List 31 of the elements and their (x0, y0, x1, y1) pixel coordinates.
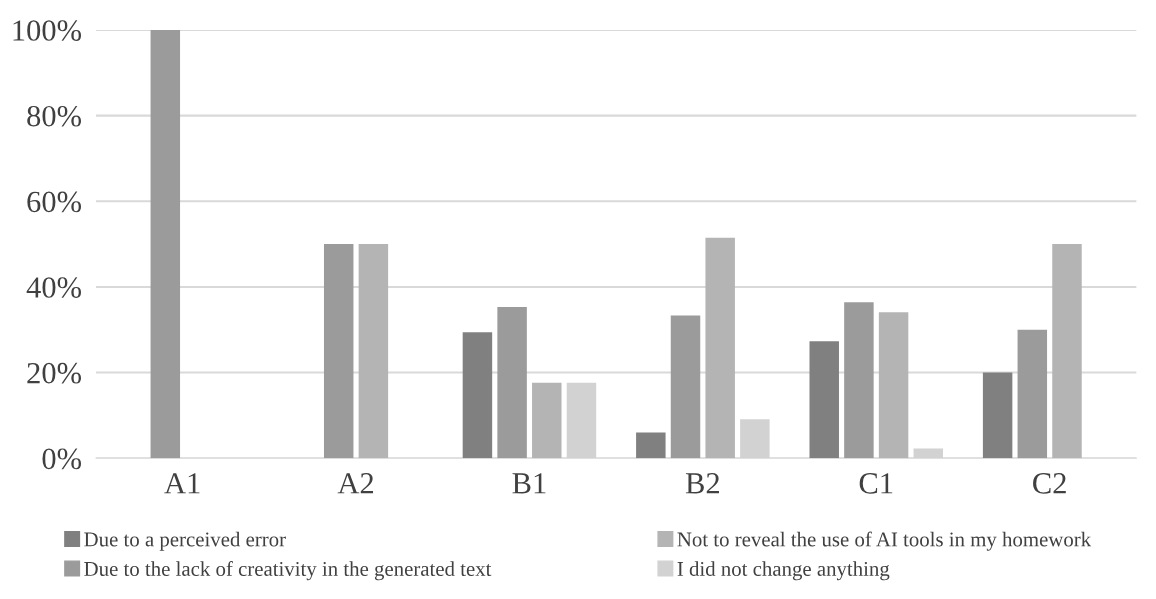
legend-label: I did not change anything (677, 561, 890, 581)
y-tick-label: 20% (27, 362, 82, 384)
bar (844, 302, 874, 459)
bar (497, 307, 527, 459)
bar (878, 312, 909, 459)
bar (323, 244, 354, 459)
y-tick-label: 0% (42, 448, 82, 470)
bar (1052, 244, 1082, 459)
x-tick-label: C2 (1033, 473, 1066, 494)
bar (705, 237, 735, 459)
x-tick-label: C1 (859, 473, 893, 494)
y-tick-label: 60% (27, 191, 82, 213)
x-tick-label: A1 (164, 473, 200, 494)
bar (358, 244, 389, 459)
bar (150, 29, 181, 459)
bar (636, 432, 666, 459)
legend-label: Due to a perceived error (84, 531, 286, 551)
bar (809, 341, 839, 459)
x-tick-label: A2 (337, 473, 374, 494)
legend-label: Not to reveal the use of AI tools in my homework (677, 531, 1092, 551)
x-tick-label: B2 (685, 473, 719, 494)
y-tick-label: 80% (27, 105, 82, 127)
y-tick-label: 100% (13, 20, 82, 41)
y-tick-label: 40% (26, 277, 82, 298)
legend-label: Due to the lack of creativity in the generated text (84, 561, 492, 581)
bar (670, 315, 701, 459)
bar (1017, 329, 1048, 459)
bar (982, 372, 1013, 459)
bar (532, 382, 562, 459)
bar (462, 332, 493, 459)
x-tick-label: B1 (512, 473, 546, 494)
